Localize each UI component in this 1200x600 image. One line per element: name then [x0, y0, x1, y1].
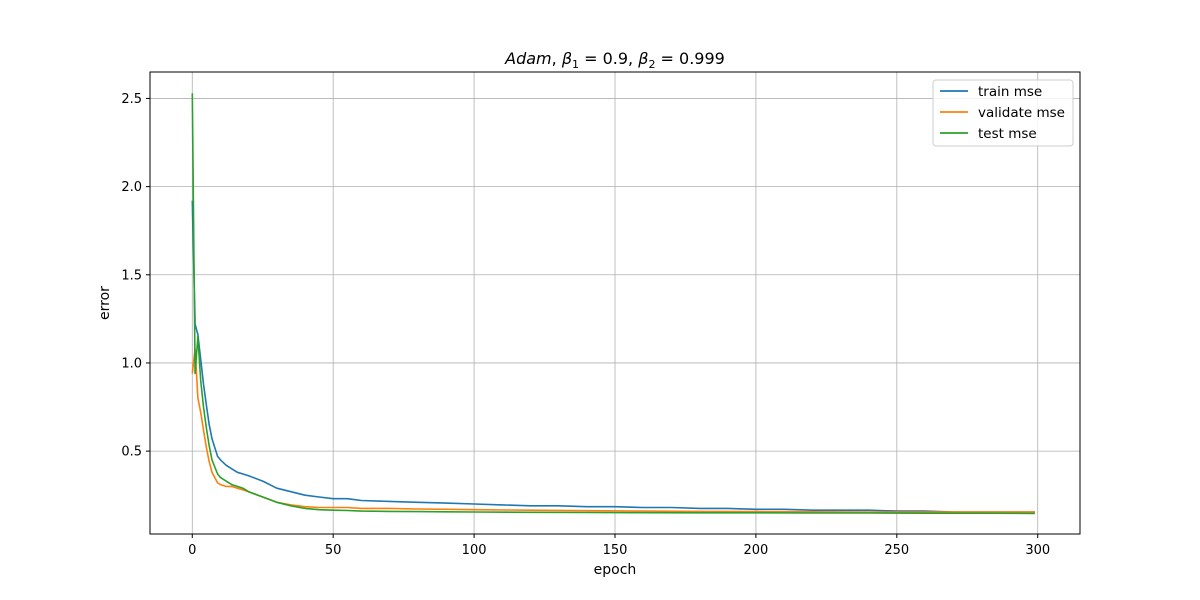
legend-box: [932, 79, 1074, 147]
x-tick-label: 50: [325, 543, 342, 558]
y-axis-label: error: [97, 286, 113, 320]
series-layer: [191, 93, 1035, 515]
title-method: Adam: [504, 49, 552, 68]
title-sub-2: 2: [648, 58, 655, 71]
x-axis-label: epoch: [594, 562, 637, 578]
series-line-train-mse: [191, 200, 1035, 513]
legend-label-train-mse: train mse: [978, 84, 1042, 100]
series-line-test-mse: [191, 93, 1035, 515]
x-tick-label: 250: [884, 543, 909, 558]
grid: [150, 72, 1080, 534]
title-beta-2: β: [637, 49, 648, 68]
chart-title: Adam, β1 = 0.9, β2 = 0.999: [504, 49, 725, 71]
x-tick-label: 200: [743, 543, 768, 558]
title-value-1: = 0.9,: [579, 49, 638, 68]
y-tick-label: 0.5: [121, 445, 142, 460]
legend-label-validate-mse: validate mse: [978, 105, 1065, 121]
legend: train mse validate mse test mse: [932, 79, 1074, 147]
y-tick-label: 2.5: [121, 92, 142, 107]
x-tick-label: 150: [603, 543, 628, 558]
x-tick-label: 100: [462, 543, 487, 558]
title-sub-1: 1: [572, 58, 579, 71]
x-tick-label: 0: [188, 543, 196, 558]
legend-label-test-mse: test mse: [978, 126, 1037, 142]
series-line-validate-mse: [191, 347, 1035, 513]
y-tick-label: 1.0: [121, 356, 142, 371]
y-ticks: 0.5 1.0 1.5 2.0 2.5: [121, 92, 150, 460]
x-ticks: 0 50 100 150 200 250 300: [188, 534, 1050, 558]
x-tick-label: 300: [1025, 543, 1050, 558]
title-value-2: = 0.999: [655, 49, 724, 68]
y-tick-label: 2.0: [121, 180, 142, 195]
title-beta-1: β: [561, 49, 572, 68]
y-tick-label: 1.5: [121, 268, 142, 283]
